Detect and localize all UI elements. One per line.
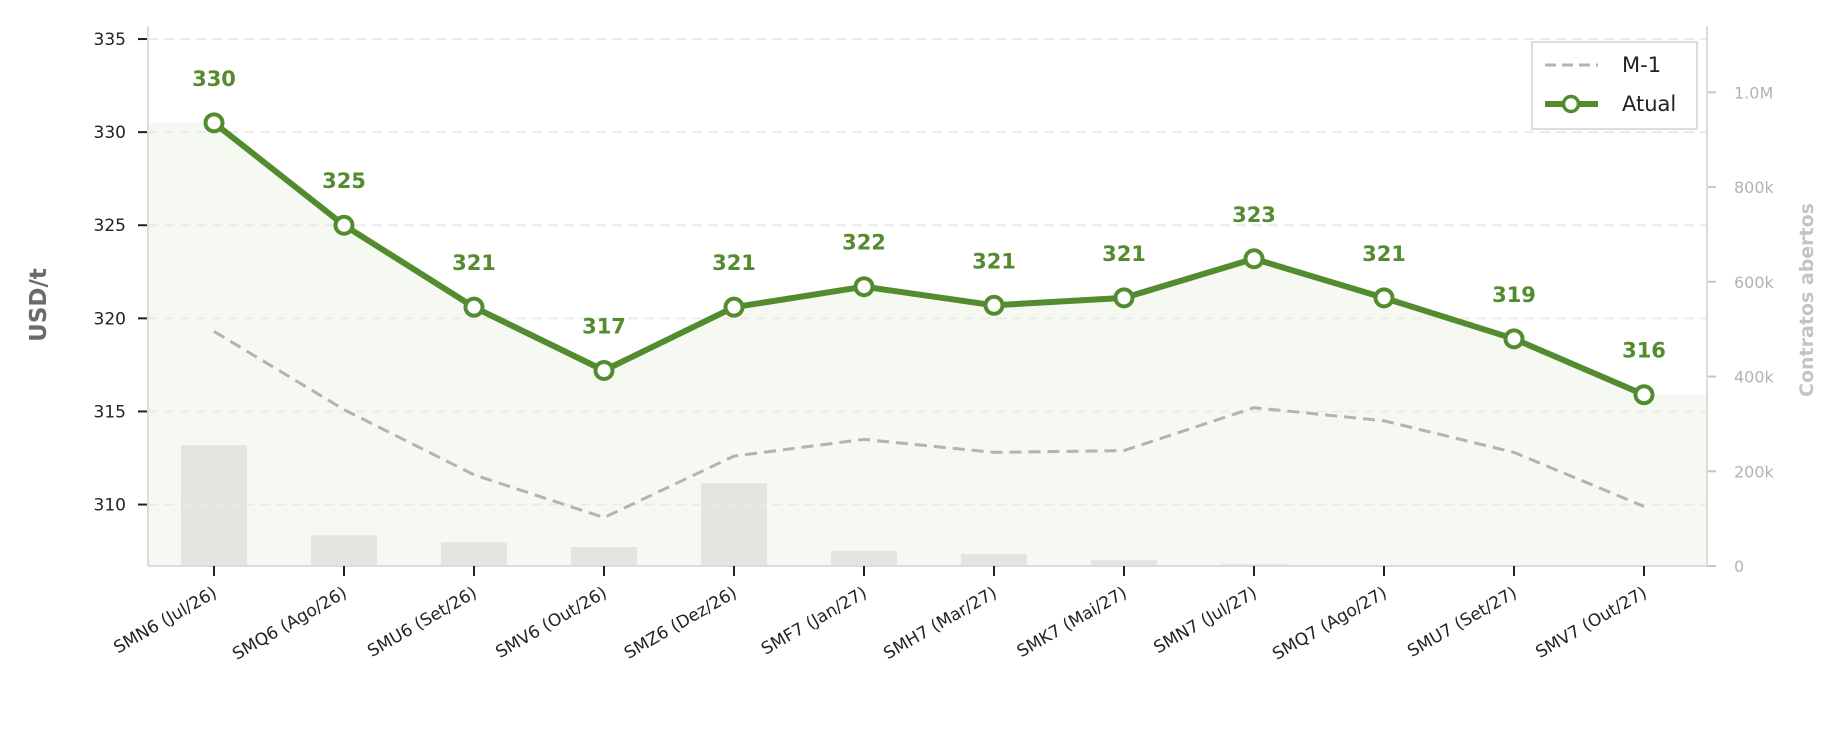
data-label: 316 xyxy=(1622,339,1666,363)
x-tick-label: SMU6 (Set/26) xyxy=(364,583,480,662)
data-label: 321 xyxy=(1362,242,1406,266)
series-atual-point xyxy=(333,214,355,236)
curve-area-fill xyxy=(148,122,1707,567)
y2-tick-label: 400k xyxy=(1734,368,1775,387)
open-interest-bar xyxy=(311,535,377,566)
open-interest-bar xyxy=(1091,560,1157,566)
data-label: 321 xyxy=(972,249,1016,273)
data-labels: 330 325 321 317 321 322 321 321 323 321 319 316 xyxy=(192,67,1666,363)
series-atual-point xyxy=(593,359,615,381)
data-label: 321 xyxy=(452,251,496,275)
open-interest-bar xyxy=(571,547,637,566)
open-interest-bar xyxy=(831,550,897,566)
y-tick-label: 325 xyxy=(94,216,126,236)
series-atual-point xyxy=(1113,287,1135,309)
data-label: 323 xyxy=(1232,203,1276,227)
y2-tick-label: 600k xyxy=(1734,273,1775,292)
legend-box xyxy=(1531,41,1698,130)
series-atual-point xyxy=(983,294,1005,316)
open-interest-bar xyxy=(181,445,247,566)
x-tick-label: SMF7 (Jan/27) xyxy=(758,583,870,659)
legend-atual-label: Atual xyxy=(1622,92,1676,116)
x-tick-label: SMQ6 (Ago/26) xyxy=(229,583,350,665)
open-interest-bars xyxy=(181,445,1677,566)
data-label: 319 xyxy=(1492,283,1536,307)
series-atual-point xyxy=(1373,287,1395,309)
y2-tick-label: 800k xyxy=(1734,178,1775,197)
x-tick-label: SMH7 (Mar/27) xyxy=(880,583,1000,664)
y2-tick-label: 0 xyxy=(1734,557,1744,576)
series-atual-point xyxy=(203,112,225,134)
x-tick-label: SMV7 (Out/27) xyxy=(1532,583,1650,663)
series-atual-point xyxy=(1503,328,1525,350)
data-label: 321 xyxy=(1102,242,1146,266)
open-interest-bar xyxy=(701,483,767,566)
legend-atual-marker xyxy=(1561,94,1581,114)
y-tick-label: 330 xyxy=(94,123,126,143)
y-tick-label: 320 xyxy=(94,309,126,329)
series-atual-point xyxy=(463,296,485,318)
series-m1 xyxy=(213,330,1645,520)
area-fill-layer xyxy=(148,122,1707,567)
legend: M-1 Atual xyxy=(1531,41,1698,130)
data-label: 317 xyxy=(582,314,626,338)
y-tick-label: 335 xyxy=(94,30,126,50)
data-label: 325 xyxy=(322,169,366,193)
open-interest-bar xyxy=(961,554,1027,566)
y2-tick-label: 1.0M xyxy=(1734,83,1773,102)
x-tick-label: SMN7 (Jul/27) xyxy=(1150,583,1260,658)
x-tick-label: SMQ7 (Ago/27) xyxy=(1269,583,1390,665)
series-m1-line xyxy=(213,330,1645,520)
series-atual-line xyxy=(212,120,1646,398)
x-tick-label: SMV6 (Out/26) xyxy=(492,583,610,663)
x-tick-label: SMZ6 (Dez/26) xyxy=(621,583,740,664)
series-atual-point xyxy=(723,296,745,318)
series-atual-point xyxy=(1633,384,1655,406)
x-tick-label: SMK7 (Mai/27) xyxy=(1014,583,1131,662)
series-atual-point xyxy=(853,276,875,298)
legend-m1-label: M-1 xyxy=(1622,53,1661,77)
y2-tick-label: 200k xyxy=(1734,462,1775,481)
data-label: 322 xyxy=(842,231,886,255)
open-interest-bar xyxy=(441,542,507,566)
series-atual-point xyxy=(1243,248,1265,270)
data-label: 321 xyxy=(712,251,756,275)
x-tick-label: SMU7 (Set/27) xyxy=(1404,583,1520,662)
data-label: 330 xyxy=(192,67,236,91)
series-atual xyxy=(203,112,1655,406)
y2-axis-title: Contratos abertos xyxy=(1796,203,1818,397)
y-tick-label: 310 xyxy=(94,496,126,516)
y-axis-title: USD/t xyxy=(26,268,52,342)
x-tick-label: SMN6 (Jul/26) xyxy=(110,583,220,658)
y-tick-label: 315 xyxy=(94,402,126,422)
